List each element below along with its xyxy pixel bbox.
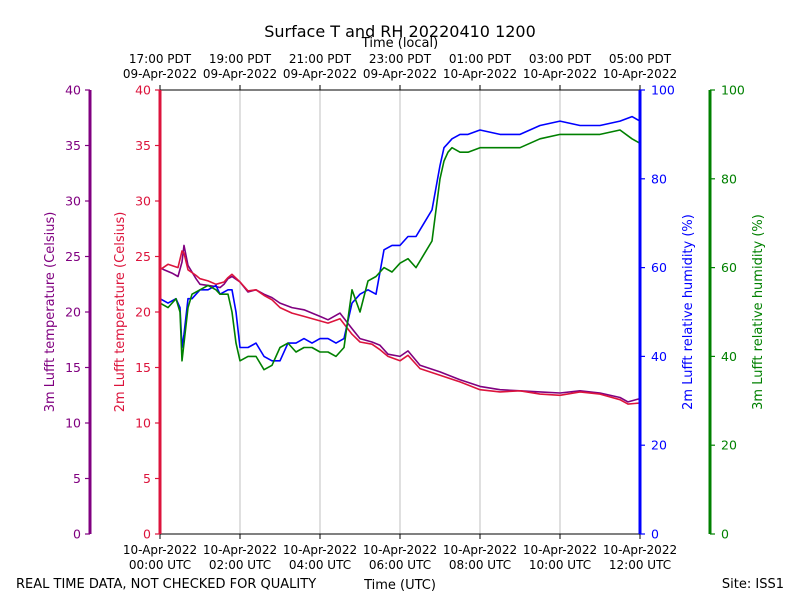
y-tick-label-rh2m: 0 [651,527,659,542]
y-tick-label-t2m: 25 [135,249,151,264]
y-tick-label-rh2m: 80 [651,171,667,186]
y-tick-label-t2m: 35 [135,138,151,153]
y-tick-label-t3m: 0 [73,527,81,542]
y-tick-label-t2m: 20 [135,305,151,320]
x-tick-label-time: 04:00 UTC [289,558,351,572]
y-tick-label-rh3m: 40 [721,349,737,364]
series-line-t3m [159,244,641,403]
y-tick-label-t2m: 15 [135,360,151,375]
top-tick-label-time: 23:00 PDT [369,52,432,66]
y-tick-label-t2m: 40 [135,83,151,98]
y-tick-label-rh3m: 20 [721,438,737,453]
x-tick-label-time: 06:00 UTC [369,558,431,572]
x-tick-label-date: 10-Apr-2022 [123,543,197,557]
y-tick-label-rh2m: 20 [651,438,667,453]
top-tick-label-date: 10-Apr-2022 [603,67,677,81]
top-tick-label-date: 09-Apr-2022 [283,67,357,81]
y-tick-label-t3m: 35 [65,138,81,153]
x-axis-label: Time (UTC) [363,578,436,593]
top-tick-label-time: 03:00 PDT [529,52,592,66]
top-tick-label-date: 09-Apr-2022 [203,67,277,81]
y-tick-label-rh2m: 60 [651,260,667,275]
axis-label-rh2m: 2m Lufft relative humidity (%) [681,214,696,410]
y-tick-label-rh3m: 80 [721,171,737,186]
y-tick-label-rh3m: 60 [721,260,737,275]
y-tick-label-rh3m: 100 [721,83,745,98]
footer-quality-note: REAL TIME DATA, NOT CHECKED FOR QUALITY [16,577,316,592]
top-tick-label-time: 21:00 PDT [289,52,352,66]
top-tick-label-time: 17:00 PDT [129,52,192,66]
x-tick-label-date: 10-Apr-2022 [363,543,437,557]
y-tick-label-rh2m: 100 [651,83,675,98]
chart-title: Surface T and RH 20220410 1200 [264,22,536,41]
y-tick-label-t2m: 5 [143,471,151,486]
top-tick-label-date: 10-Apr-2022 [523,67,597,81]
series-group [159,115,641,405]
top-tick-label-date: 09-Apr-2022 [363,67,437,81]
grid [239,90,561,534]
x-tick-label-date: 10-Apr-2022 [283,543,357,557]
top-tick-label-time: 05:00 PDT [609,52,672,66]
top-tick-label-date: 10-Apr-2022 [443,67,517,81]
y-tick-label-t3m: 15 [65,360,81,375]
y-tick-label-t3m: 25 [65,249,81,264]
x-tick-label-date: 10-Apr-2022 [203,543,277,557]
x-tick-label-time: 02:00 UTC [209,558,271,572]
y-tick-label-t3m: 10 [65,416,81,431]
x-tick-label-date: 10-Apr-2022 [603,543,677,557]
y-tick-label-t3m: 20 [65,305,81,320]
x-tick-label-time: 12:00 UTC [609,558,671,572]
top-tick-label-time: 01:00 PDT [449,52,512,66]
y-tick-label-t2m: 0 [143,527,151,542]
x-tick-label-time: 00:00 UTC [129,558,191,572]
y-tick-label-rh3m: 0 [721,527,729,542]
y-tick-label-t3m: 5 [73,471,81,486]
top-tick-label-time: 19:00 PDT [209,52,272,66]
x-tick-label-time: 08:00 UTC [449,558,511,572]
top-tick-label-date: 09-Apr-2022 [123,67,197,81]
series-line-rh2m [159,115,641,362]
axis-label-t2m: 2m Lufft temperature (Celsius) [113,212,128,413]
y-tick-label-t3m: 30 [65,194,81,209]
x-tick-label-time: 10:00 UTC [529,558,591,572]
x-tick-label-date: 10-Apr-2022 [523,543,597,557]
y-tick-label-t3m: 40 [65,83,81,98]
footer-site-label: Site: ISS1 [722,577,784,592]
axis-label-t3m: 3m Lufft temperature (Celsius) [43,212,58,413]
series-line-rh3m [159,129,641,371]
y-tick-label-rh2m: 40 [651,349,667,364]
series-line-t2m [159,250,641,405]
y-tick-label-t2m: 10 [135,416,151,431]
top-axis-label: Time (local) [361,36,438,51]
axis-label-rh3m: 3m Lufft relative humidity (%) [751,214,766,410]
x-tick-label-date: 10-Apr-2022 [443,543,517,557]
y-tick-label-t2m: 30 [135,194,151,209]
